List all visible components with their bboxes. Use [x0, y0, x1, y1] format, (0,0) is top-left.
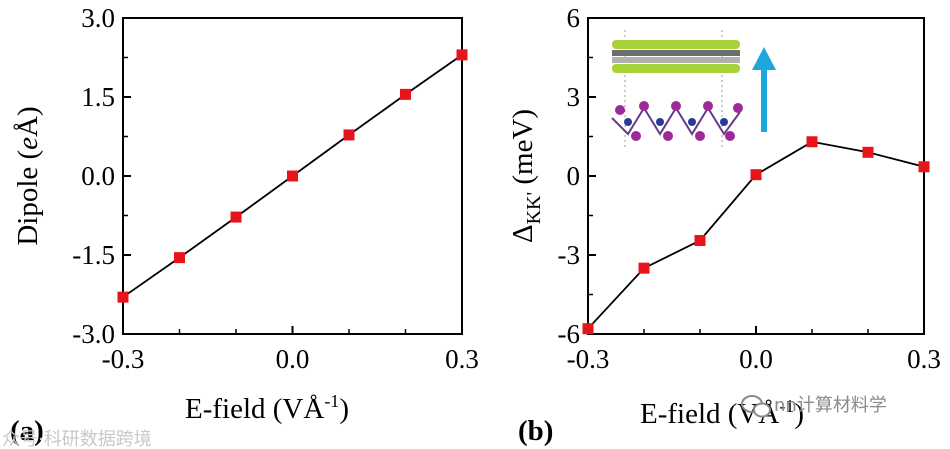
data-point [117, 291, 129, 303]
y-tick-label: 0 [567, 161, 581, 191]
panel-label-a: (a) [10, 415, 44, 447]
x-tick-label: 0.3 [445, 344, 479, 374]
data-point [343, 129, 355, 141]
data-point [806, 136, 818, 148]
y-tick-label: 1.5 [81, 82, 115, 112]
data-point [918, 161, 930, 173]
y-tick-label: -3.0 [72, 319, 115, 349]
data-point [230, 211, 242, 223]
x-tick-label: 0.3 [907, 344, 941, 374]
x-tick-labels-a: -0.3 0.0 0.3 [102, 344, 479, 374]
series-points-a [117, 49, 468, 303]
y-tick-labels-a: -3.0 -1.5 0.0 1.5 3.0 [72, 3, 115, 349]
watermark-right: nn计算材料学 [774, 395, 887, 416]
x-axis-title-b: E-field (VÅ-1) [640, 396, 804, 430]
y-axis-title-b: ΔKK' (meV) [507, 109, 545, 243]
wechat-icon [741, 395, 771, 418]
watermark-left: 众号·科研数据跨境 [2, 429, 152, 449]
data-point [582, 323, 594, 335]
panel-b: -6 -3 0 3 6 -0.3 0.0 0.3 E-field (VÅ-1) ΔKK' (… [507, 3, 941, 447]
series-points-b [582, 136, 930, 335]
y-tick-labels-b: -6 -3 0 3 6 [558, 3, 581, 349]
data-point [287, 170, 298, 182]
data-point [750, 169, 762, 181]
data-point [174, 252, 185, 264]
x-tick-label: -0.3 [567, 344, 610, 374]
data-point [400, 88, 411, 100]
data-point [456, 49, 468, 61]
panel-a: -3.0 -1.5 0.0 1.5 3.0 -0.3 0.0 0.3 E-field (VÅ… [10, 3, 479, 447]
y-tick-label: 3 [567, 82, 581, 112]
y-tick-label: -3 [558, 240, 581, 270]
x-tick-label: 0.0 [739, 344, 773, 374]
y-tick-label: 6 [567, 3, 581, 33]
x-tick-label: -0.3 [102, 344, 145, 374]
y-tick-label: -1.5 [72, 240, 115, 270]
ticks-a [122, 17, 463, 335]
y-axis-title-a: Dipole (eÅ) [12, 106, 44, 245]
x-tick-label: 0.0 [276, 344, 310, 374]
x-axis-title-a: E-field (VÅ-1) [185, 391, 349, 425]
data-point [694, 235, 706, 247]
field-arrow-icon [752, 47, 776, 132]
data-point [862, 146, 874, 158]
y-tick-label: 0.0 [81, 161, 115, 191]
data-point [638, 262, 650, 274]
heterostructure-icon [611, 30, 743, 148]
x-tick-labels-b: -0.3 0.0 0.3 [567, 344, 941, 374]
y-tick-label: 3.0 [81, 3, 115, 33]
y-tick-label: -6 [558, 319, 581, 349]
panel-label-b: (b) [518, 415, 553, 447]
